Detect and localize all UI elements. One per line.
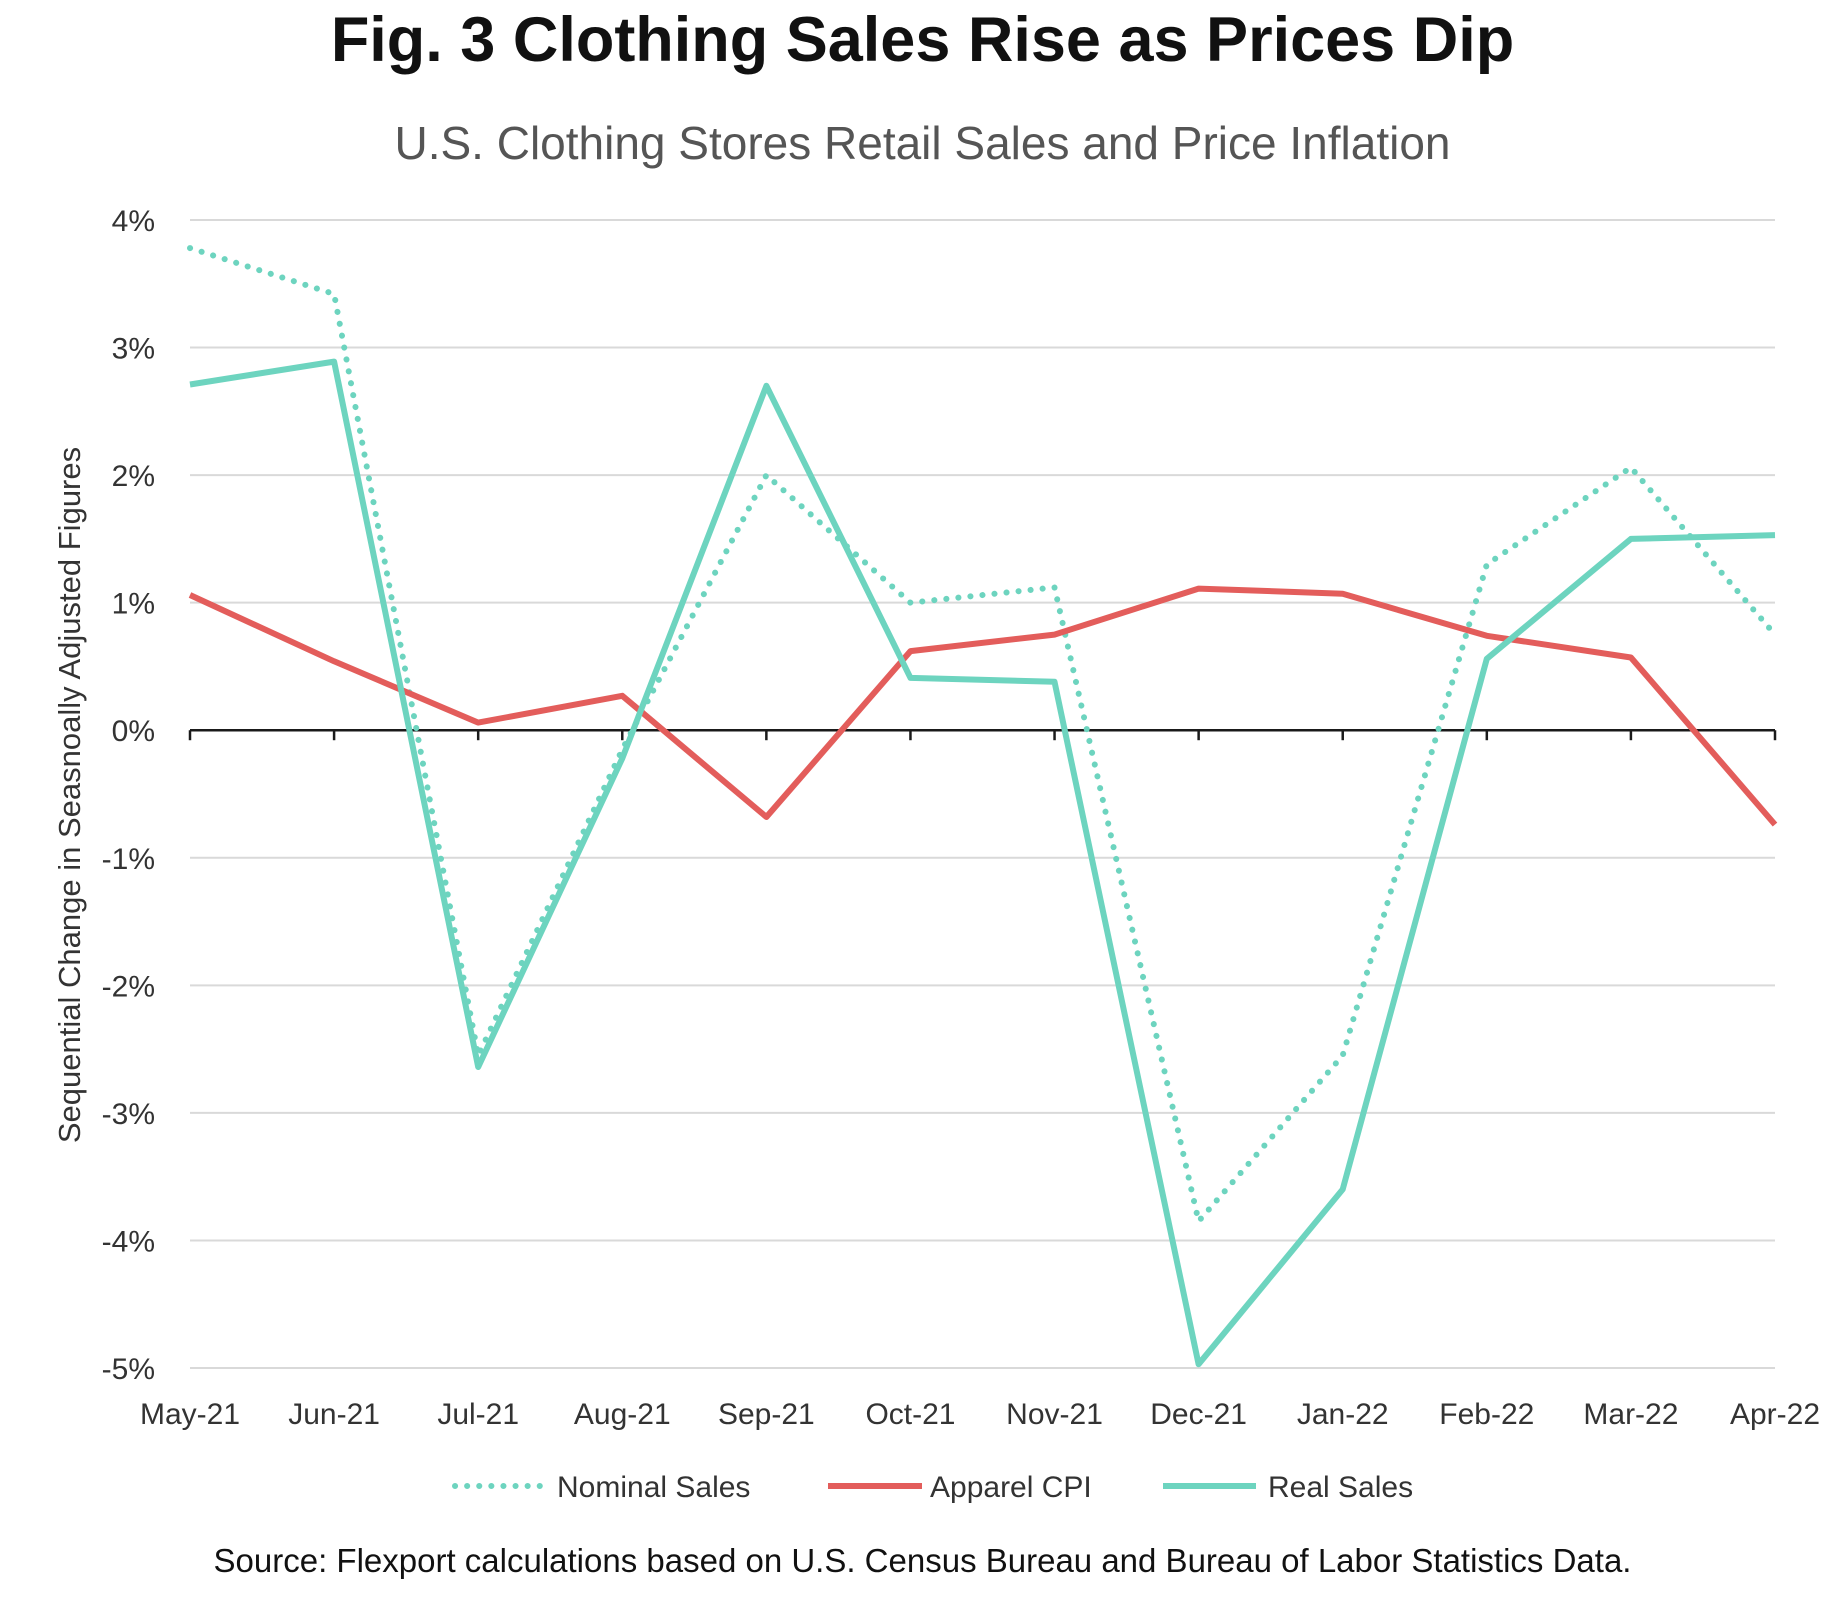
data-point-real-sales (907, 675, 913, 681)
series-line-real-sales (189, 358, 1776, 1368)
legend: Nominal Sales Apparel CPI Real Sales (452, 1471, 1413, 1504)
data-point-real-sales (1772, 532, 1778, 538)
series-lines (187, 245, 1778, 1368)
chart-subtitle: U.S. Clothing Stores Retail Sales and Pr… (394, 117, 1451, 169)
data-point-real-sales (1196, 1361, 1202, 1367)
data-point-apparel-cpi (1484, 633, 1490, 639)
x-tick-label: Nov-21 (1006, 1398, 1103, 1431)
data-point-real-sales (187, 382, 193, 388)
data-point-apparel-cpi (619, 693, 625, 699)
y-tick-label: -2% (102, 970, 155, 1003)
data-point-nominal-sales (1772, 632, 1778, 638)
data-point-real-sales (1340, 1186, 1346, 1192)
data-point-real-sales (763, 383, 769, 389)
data-point-real-sales (475, 1064, 481, 1070)
data-point-real-sales (619, 755, 625, 761)
x-tick-label: Feb-22 (1439, 1398, 1534, 1431)
x-tick-label: Oct-21 (865, 1398, 955, 1431)
data-point-nominal-sales (1340, 1052, 1346, 1058)
y-tick-label: 3% (112, 333, 155, 366)
y-tick-label: -4% (102, 1225, 155, 1258)
data-point-nominal-sales (1196, 1218, 1202, 1224)
y-tick-label: -3% (102, 1098, 155, 1131)
gridlines (190, 219, 1775, 1369)
y-axis-ticks: 4% 3% 2% 1% 0% -1% -2% -3% -4% -5% (102, 205, 155, 1386)
data-point-apparel-cpi (1628, 655, 1634, 661)
data-point-nominal-sales (187, 245, 193, 251)
y-tick-label: -5% (102, 1353, 155, 1386)
data-point-apparel-cpi (187, 592, 193, 598)
legend-label: Apparel CPI (930, 1471, 1092, 1504)
chart-title: Fig. 3 Clothing Sales Rise as Prices Dip (330, 5, 1515, 75)
x-tick-label: Jun-21 (288, 1398, 380, 1431)
x-tick-label: May-21 (140, 1398, 240, 1431)
data-point-real-sales (1628, 536, 1634, 542)
data-point-nominal-sales (1052, 584, 1058, 590)
data-point-nominal-sales (331, 291, 337, 297)
data-point-nominal-sales (1484, 561, 1490, 567)
data-point-apparel-cpi (1196, 586, 1202, 592)
y-tick-label: 0% (112, 715, 155, 748)
x-tick-label: Aug-21 (574, 1398, 671, 1431)
legend-label: Real Sales (1268, 1471, 1413, 1504)
source-note: Source: Flexport calculations based on U… (213, 1542, 1632, 1579)
x-tick-label: Sep-21 (718, 1398, 815, 1431)
data-point-real-sales (1052, 679, 1058, 685)
data-point-apparel-cpi (907, 648, 913, 654)
data-point-real-sales (1484, 656, 1490, 662)
y-tick-label: 4% (112, 205, 155, 238)
x-axis: May-21 Jun-21 Jul-21 Aug-21 Sep-21 Oct-21 Nov-… (140, 728, 1820, 1431)
data-point-nominal-sales (907, 600, 913, 606)
data-point-apparel-cpi (475, 720, 481, 726)
series-line-nominal-sales (187, 245, 1778, 1225)
x-tick-label: Jul-21 (437, 1398, 519, 1431)
data-point-nominal-sales (763, 472, 769, 478)
x-tick-label: Mar-22 (1583, 1398, 1678, 1431)
line-chart: 4% 3% 2% 1% 0% -1% -2% -3% -4% -5% May-21 Jun-21 Ju… (52, 205, 1820, 1504)
data-point-real-sales (331, 359, 337, 365)
y-tick-label: -1% (102, 843, 155, 876)
y-tick-label: 1% (112, 588, 155, 621)
data-point-apparel-cpi (331, 658, 337, 664)
data-point-apparel-cpi (1052, 632, 1058, 638)
legend-label: Nominal Sales (557, 1471, 750, 1504)
y-axis-label: Sequential Change in Seasnoally Adjusted… (52, 447, 87, 1143)
data-point-apparel-cpi (1772, 822, 1778, 828)
y-tick-label: 2% (112, 460, 155, 493)
data-point-nominal-sales (1628, 464, 1634, 470)
data-point-apparel-cpi (1340, 591, 1346, 597)
x-tick-label: Apr-22 (1730, 1398, 1820, 1431)
x-tick-label: Dec-21 (1150, 1398, 1247, 1431)
x-tick-label: Jan-22 (1297, 1398, 1389, 1431)
data-point-apparel-cpi (763, 814, 769, 820)
